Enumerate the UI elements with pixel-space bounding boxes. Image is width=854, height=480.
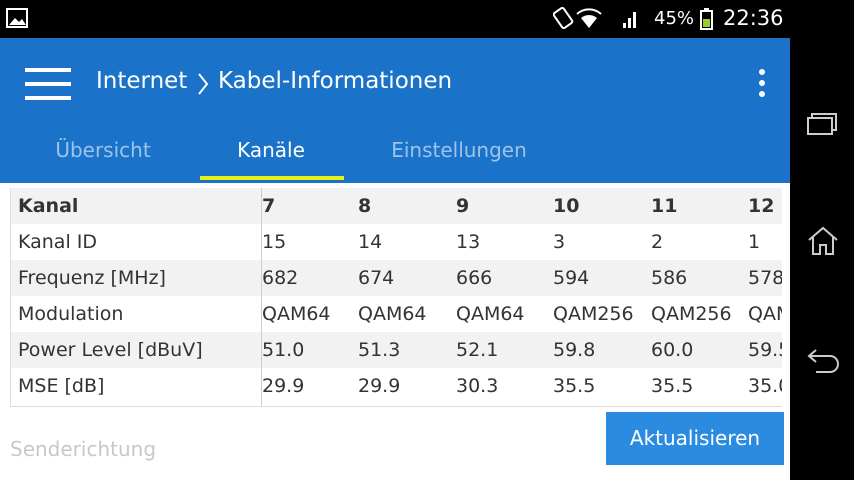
cell-value: QAM256 xyxy=(651,303,732,325)
nav-bar xyxy=(790,38,854,480)
cell-value: QAM64 xyxy=(358,303,427,325)
table-row: MSE [dB] 29.9 29.9 30.3 35.5 35.5 35.0 xyxy=(10,368,782,404)
cell-value: 59.5 xyxy=(748,339,782,361)
cell-value: 1 xyxy=(748,231,761,253)
cell-value: QAM256 xyxy=(748,303,782,325)
cell-value: 7 xyxy=(262,195,276,217)
cell-value: 12 xyxy=(748,195,775,217)
cell-value: 35.0 xyxy=(748,375,782,397)
home-button[interactable] xyxy=(806,226,840,256)
tab[interactable]: Übersicht xyxy=(55,138,151,162)
column-divider xyxy=(261,188,262,406)
table-header: Kanal 7 8 9 10 11 12 xyxy=(10,188,782,224)
cell-value: 35.5 xyxy=(553,375,596,397)
clock: 22:36 xyxy=(723,6,784,30)
cell-value: 11 xyxy=(651,195,678,217)
cell-value: 13 xyxy=(456,231,481,253)
cell-value: 2 xyxy=(651,231,664,253)
gallery-icon xyxy=(6,8,28,28)
table-row: Power Level [dBuV] 51.0 51.3 52.1 59.8 60.0 59… xyxy=(10,332,782,368)
cell-value: 59.8 xyxy=(553,339,596,361)
cell-value: 594 xyxy=(553,267,590,289)
row-label: Modulation xyxy=(18,303,124,325)
signal-icons xyxy=(553,6,636,30)
breadcrumb-chevron xyxy=(198,73,209,95)
row-label: Kanal ID xyxy=(18,231,98,253)
cell-value: QAM64 xyxy=(262,303,331,325)
row-label: Frequenz [MHz] xyxy=(18,267,166,289)
table-row: Frequenz [MHz] 682 674 666 594 586 578 xyxy=(10,260,782,296)
tab[interactable]: Einstellungen xyxy=(391,138,527,162)
cell-value: 14 xyxy=(358,231,383,253)
cell-value: 10 xyxy=(553,195,580,217)
cell-value: 3 xyxy=(553,231,566,253)
cell-value: 666 xyxy=(456,267,493,289)
cell-value: QAM256 xyxy=(553,303,634,325)
table-row: Kanal ID 15 14 13 3 2 1 xyxy=(10,224,782,260)
cell-value: 674 xyxy=(358,267,395,289)
app-bar: Internet Kabel-Informationen Übersicht Ka… xyxy=(0,38,790,183)
table-border xyxy=(10,188,11,406)
cell-value: 35.5 xyxy=(651,375,694,397)
back-button[interactable] xyxy=(806,346,840,374)
overflow-menu[interactable] xyxy=(756,68,768,98)
menu-button[interactable] xyxy=(25,66,71,102)
cell-value: 682 xyxy=(262,267,299,289)
row-label: Kanal xyxy=(18,195,79,217)
cell-value: 15 xyxy=(262,231,287,253)
recents-button[interactable] xyxy=(806,112,840,136)
cell-value: 29.9 xyxy=(358,375,401,397)
table-row: Modulation QAM64 QAM64 QAM64 QAM256 QAM256 QAM… xyxy=(10,296,782,332)
cell-value: 8 xyxy=(358,195,372,217)
cell-value: 9 xyxy=(456,195,470,217)
refresh-button[interactable]: Aktualisieren xyxy=(606,412,784,465)
row-label: MSE [dB] xyxy=(18,375,105,397)
cell-value: 60.0 xyxy=(651,339,694,361)
row-label: Power Level [dBuV] xyxy=(18,339,203,361)
tab-indicator xyxy=(200,176,344,180)
cell-value: 51.0 xyxy=(262,339,305,361)
channel-table: Kanal 7 8 9 10 11 12 Kanal ID 15 14 13 3 2 1 Frequenz … xyxy=(10,188,782,407)
cell-value: 51.3 xyxy=(358,339,401,361)
battery-percent: 45% xyxy=(654,8,695,29)
cell-value: QAM64 xyxy=(456,303,525,325)
tab[interactable]: Kanäle xyxy=(237,138,305,162)
cell-value: 578 xyxy=(748,267,782,289)
breadcrumb-current: Kabel-Informationen xyxy=(218,68,453,94)
battery-icon xyxy=(700,8,713,30)
cell-value: 52.1 xyxy=(456,339,499,361)
section-label: Senderichtung xyxy=(10,437,157,461)
cell-value: 30.3 xyxy=(456,375,499,397)
status-bar: 45% 22:36 xyxy=(0,0,854,38)
breadcrumb-parent[interactable]: Internet xyxy=(96,68,188,94)
cell-value: 586 xyxy=(651,267,688,289)
cell-value: 29.9 xyxy=(262,375,305,397)
